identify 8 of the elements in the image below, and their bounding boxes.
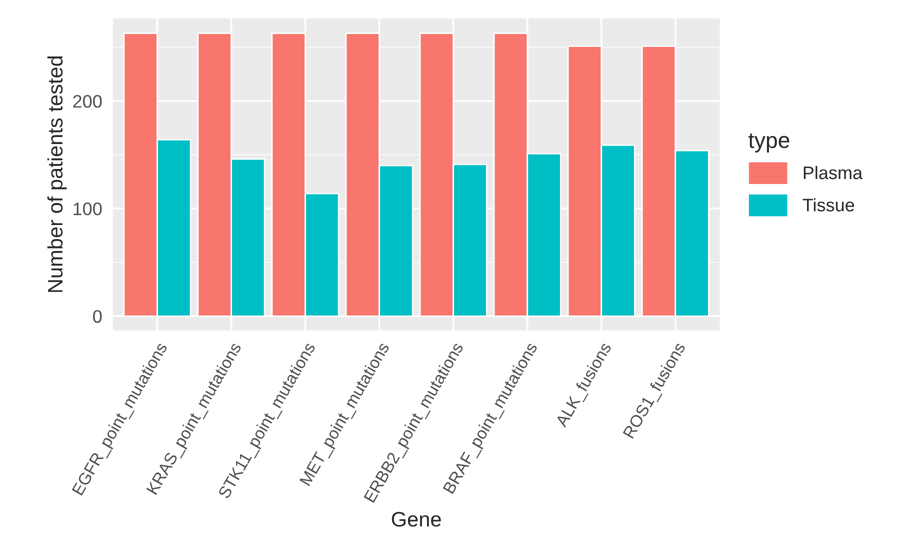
legend-label: Tissue: [802, 198, 854, 212]
x-axis-title: Gene: [392, 512, 441, 527]
legend-title: type: [748, 134, 790, 153]
y-tick-label: 0: [93, 310, 102, 323]
y-tick-label: 100: [74, 202, 102, 216]
y-axis-title: Number of patients tested: [47, 56, 67, 292]
legend-label: Plasma: [804, 166, 863, 180]
y-tick-label: 200: [73, 94, 102, 108]
